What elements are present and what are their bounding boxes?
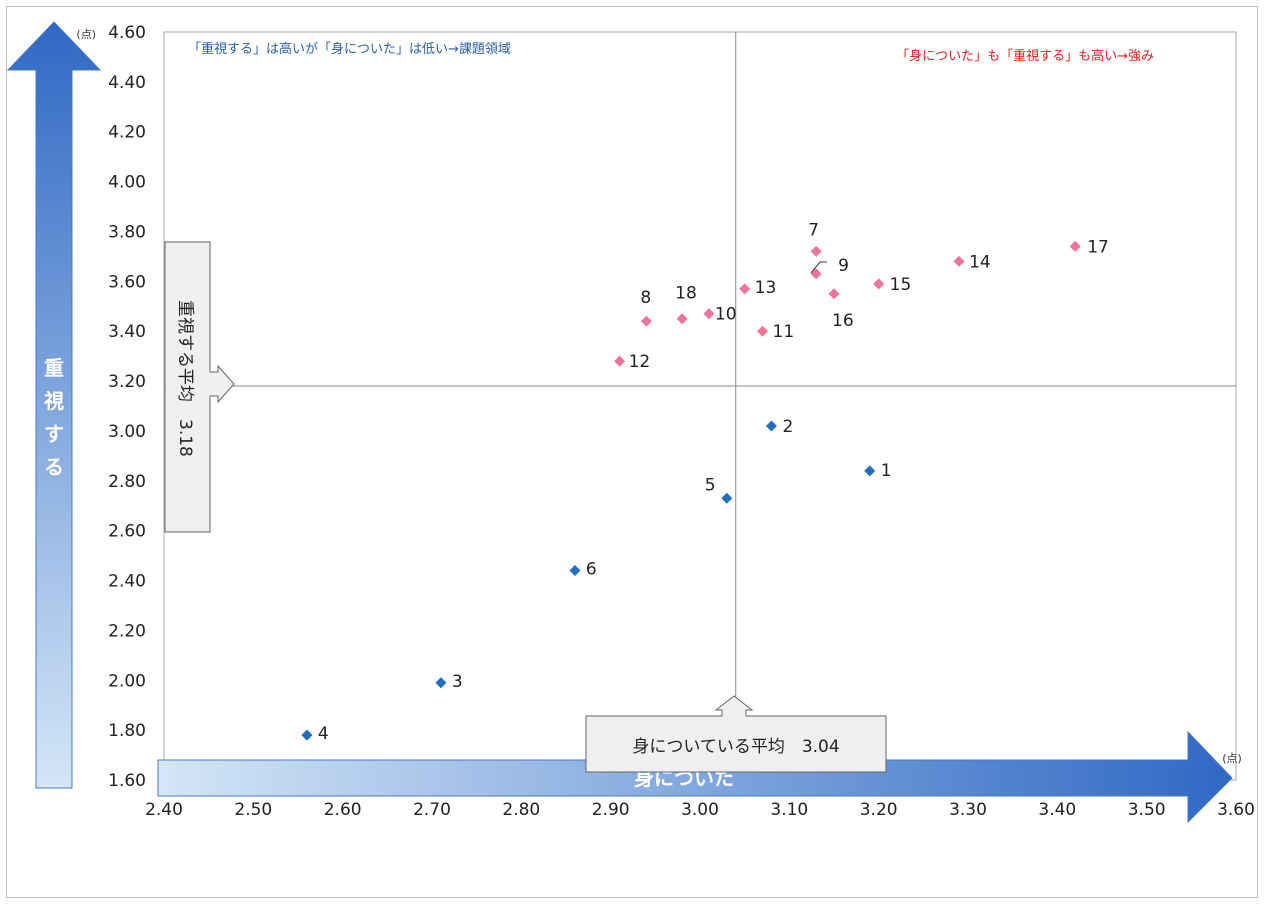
point-16-marker: [828, 288, 840, 300]
y-tick-label: 3.20: [108, 372, 146, 392]
point-12-label: 12: [629, 352, 651, 372]
point-14-marker: [953, 255, 965, 267]
quadrant-label-top-left: 「重視する」は高いが「身についた」は低い→課題領域: [188, 41, 511, 57]
y-tick-label: 2.40: [108, 572, 146, 592]
y-tick-label: 3.60: [108, 272, 146, 292]
point-12-marker: [614, 355, 626, 367]
point-11-marker: [757, 325, 769, 337]
point-17-marker: [1069, 240, 1081, 252]
x-tick-label: 3.30: [949, 800, 987, 820]
x-axis-unit: (点): [1222, 752, 1242, 765]
point-13-label: 13: [755, 278, 777, 298]
x-axis-ticks: 2.40 2.50 2.60 2.70 2.80 2.90 3.00 3.10 3.20 3.30…: [145, 800, 1255, 820]
average-x-callout: [585, 695, 887, 773]
average-y-label: 重視する平均 3.18: [175, 300, 195, 457]
point-15-label: 15: [890, 275, 912, 295]
y-tick-label: 1.60: [108, 771, 146, 791]
point-10-label: 10: [715, 305, 737, 325]
point-9-label: 9: [838, 256, 849, 276]
average-y-callout: [164, 241, 235, 533]
point-1-label: 1: [881, 461, 892, 481]
point-2-marker: [765, 420, 777, 432]
point-15-marker: [873, 278, 885, 290]
x-tick-label: 3.20: [860, 800, 898, 820]
y-tick-label: 4.40: [108, 73, 146, 93]
point-4-marker: [301, 729, 313, 741]
point-7-label: 7: [808, 220, 819, 240]
point-4-label: 4: [318, 724, 329, 744]
point-8-label: 8: [640, 288, 651, 308]
y-tick-label: 1.80: [108, 721, 146, 741]
x-tick-label: 2.50: [234, 800, 272, 820]
point-17-label: 17: [1087, 237, 1109, 257]
point-6-label: 6: [586, 560, 597, 580]
point-9-marker: [810, 268, 822, 280]
y-axis-arrow: [6, 21, 102, 789]
y-tick-label: 2.20: [108, 621, 146, 641]
point-5-label: 5: [705, 475, 716, 495]
chart-frame: [6, 6, 1258, 898]
x-tick-label: 2.60: [324, 800, 362, 820]
x-tick-label: 2.90: [592, 800, 630, 820]
point-18-label: 18: [675, 284, 697, 304]
x-tick-label: 2.70: [413, 800, 451, 820]
point-16-label: 16: [832, 311, 854, 331]
point-3-marker: [435, 677, 447, 689]
y-tick-label: 2.60: [108, 522, 146, 542]
x-tick-label: 2.40: [145, 800, 183, 820]
y-tick-label: 4.00: [108, 173, 146, 193]
point-11-label: 11: [773, 322, 795, 342]
x-tick-label: 3.00: [681, 800, 719, 820]
point-6-marker: [569, 565, 581, 577]
point-13-marker: [739, 283, 751, 295]
x-axis-arrow: [157, 730, 1233, 824]
y-axis-unit: (点): [76, 28, 96, 41]
y-tick-label: 4.60: [108, 23, 146, 43]
point-1-marker: [864, 465, 876, 477]
y-axis-ticks: 1.60 1.80 2.00 2.20 2.40 2.60 2.80 3.00 3.20 3.40…: [108, 23, 146, 791]
point-10-marker: [703, 308, 715, 320]
x-tick-label: 2.80: [502, 800, 540, 820]
point-9-leader-line: [810, 261, 827, 274]
point-8-marker: [640, 315, 652, 327]
x-tick-label: 3.50: [1128, 800, 1166, 820]
plot-area: [163, 31, 1237, 781]
point-14-label: 14: [969, 252, 991, 272]
point-5-marker: [721, 492, 733, 504]
y-tick-label: 3.80: [108, 222, 146, 242]
x-tick-label: 3.40: [1038, 800, 1076, 820]
quadrant-label-top-right: 「身についた」も「重視する」も高い→強み: [896, 48, 1154, 64]
point-3-label: 3: [452, 672, 463, 692]
point-7-marker: [810, 245, 822, 257]
point-18-marker: [676, 313, 688, 325]
y-tick-label: 3.00: [108, 422, 146, 442]
x-tick-label: 3.10: [770, 800, 808, 820]
y-tick-label: 2.00: [108, 671, 146, 691]
average-x-label: 身についている平均 3.04: [632, 737, 839, 757]
point-2-label: 2: [782, 417, 793, 437]
y-axis-title: 重視する: [43, 356, 64, 479]
y-tick-label: 3.40: [108, 322, 146, 342]
x-tick-label: 3.60: [1217, 800, 1255, 820]
y-tick-label: 4.20: [108, 123, 146, 143]
y-tick-label: 2.80: [108, 472, 146, 492]
